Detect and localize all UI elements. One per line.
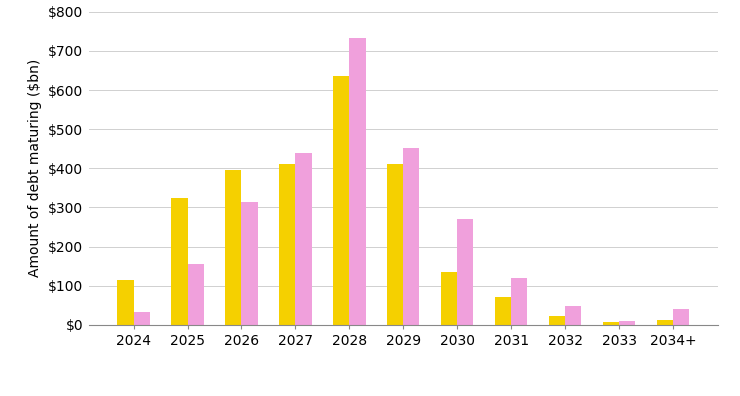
Bar bbox=[349, 38, 366, 325]
Bar bbox=[673, 309, 689, 325]
Bar bbox=[441, 272, 457, 325]
Bar bbox=[333, 76, 349, 325]
Bar bbox=[118, 280, 134, 325]
Bar bbox=[279, 164, 295, 325]
Bar bbox=[619, 321, 635, 325]
Bar bbox=[387, 164, 403, 325]
Bar bbox=[295, 153, 312, 325]
Bar bbox=[603, 322, 619, 325]
Bar bbox=[657, 320, 673, 325]
Bar bbox=[495, 297, 511, 325]
Bar bbox=[241, 202, 258, 325]
Y-axis label: Amount of debt maturing ($bn): Amount of debt maturing ($bn) bbox=[28, 59, 42, 278]
Bar bbox=[134, 312, 149, 325]
Bar bbox=[225, 170, 241, 325]
Bar bbox=[172, 198, 187, 325]
Bar bbox=[511, 278, 528, 325]
Bar bbox=[565, 307, 582, 325]
Bar bbox=[457, 219, 474, 325]
Bar bbox=[549, 316, 565, 325]
Bar bbox=[187, 264, 204, 325]
Bar bbox=[403, 148, 420, 325]
